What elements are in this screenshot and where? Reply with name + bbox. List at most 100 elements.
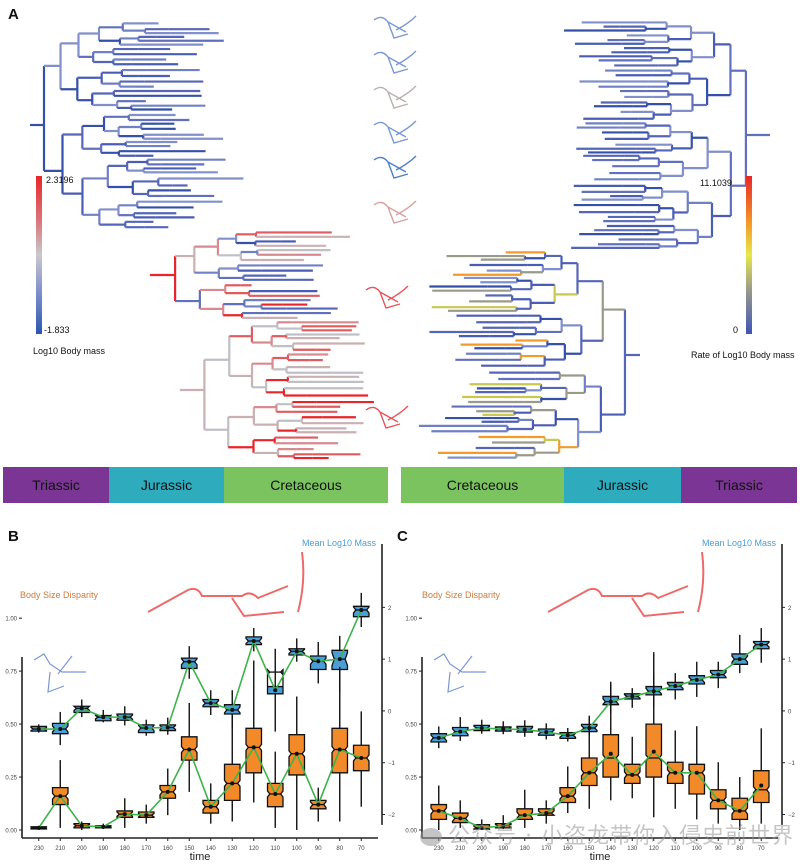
- clade: [119, 36, 140, 41]
- clade: [118, 201, 139, 208]
- clade: [643, 40, 669, 44]
- clade: [565, 387, 585, 400]
- clade: [516, 277, 532, 283]
- clade: [644, 185, 663, 192]
- clade: [44, 43, 62, 90]
- mean-point: [737, 657, 742, 662]
- x-tick-label: 170: [141, 846, 152, 852]
- wechat-icon: [420, 828, 442, 846]
- mean-point: [79, 823, 84, 828]
- mean-trend-line: [38, 745, 362, 829]
- mean-point: [479, 825, 484, 830]
- x-tick-label: 200: [77, 846, 88, 852]
- clade: [253, 449, 280, 457]
- clade: [670, 144, 692, 151]
- silhouette-stroke: [373, 50, 417, 74]
- pterosaur-silhouette-icon: [373, 85, 417, 109]
- clade: [228, 440, 255, 453]
- x-tick-label: 170: [541, 846, 552, 852]
- clade: [521, 344, 548, 349]
- mean-trend-line: [38, 609, 362, 730]
- clade: [580, 325, 603, 354]
- clade: [558, 372, 585, 379]
- right-axis-title: Mean Log10 Mass: [302, 538, 377, 548]
- clade: [659, 173, 683, 180]
- clade: [691, 94, 708, 111]
- clade: [276, 402, 294, 407]
- x-tick-label: 190: [98, 846, 109, 852]
- right-tick-label: 0: [388, 709, 392, 715]
- clade: [554, 410, 579, 426]
- pterosaur-silhouette-icon: [373, 200, 417, 224]
- x-tick-label: 180: [120, 846, 131, 852]
- clade: [118, 123, 143, 129]
- mean-point: [522, 727, 527, 732]
- pterosaur-silhouette-icon: [365, 405, 409, 429]
- mean-point: [316, 659, 321, 664]
- silhouette-stroke: [373, 120, 417, 144]
- clade: [657, 158, 683, 167]
- left-axis-title: Body Size Disparity: [422, 590, 501, 600]
- clade: [266, 376, 289, 382]
- clade: [689, 26, 715, 40]
- clade: [225, 291, 251, 296]
- panel-label-b: B: [8, 528, 19, 545]
- left-tick-label: 1.00: [5, 617, 17, 623]
- clade: [199, 304, 225, 316]
- clade: [669, 104, 693, 115]
- mean-point: [716, 672, 721, 677]
- left-tick-label: 0.50: [405, 723, 417, 729]
- clade: [638, 155, 659, 161]
- body-mass-legend-title: Log10 Body mass: [33, 346, 106, 356]
- right-tick-label: 0: [788, 709, 792, 715]
- right-tick-label: 2: [388, 606, 392, 612]
- clade: [654, 148, 672, 153]
- clade: [127, 168, 145, 173]
- mean-point: [608, 751, 613, 756]
- x-tick-label: 150: [584, 846, 595, 852]
- mean-point: [101, 824, 106, 829]
- body-mass-max-label: 2.3196: [46, 175, 74, 185]
- small-pterosaur-silhouette-icon: [33, 653, 86, 693]
- clade: [666, 81, 690, 87]
- period-label: Triassic: [32, 477, 80, 493]
- clade: [660, 188, 688, 198]
- clade: [92, 101, 119, 108]
- mean-point: [458, 816, 463, 821]
- left-tick-label: 0.50: [5, 723, 17, 729]
- period-triassic-right: Triassic: [681, 467, 797, 503]
- clade: [78, 52, 95, 62]
- clade: [77, 93, 94, 105]
- mean-point: [359, 607, 364, 612]
- x-tick-label: 210: [55, 846, 66, 852]
- x-tick-label: 100: [292, 846, 303, 852]
- mean-point: [544, 730, 549, 735]
- clade: [217, 252, 242, 260]
- watermark: 公众号 · 小盗龙带你入侵史前世界: [420, 818, 794, 850]
- silhouette-stroke: [365, 405, 409, 429]
- clade: [583, 375, 601, 393]
- clade: [515, 307, 531, 311]
- clade: [93, 49, 115, 55]
- clade: [217, 234, 238, 244]
- clade: [175, 246, 196, 273]
- clade: [78, 27, 101, 41]
- clade: [229, 326, 254, 343]
- x-tick-label: 150: [184, 846, 195, 852]
- clade: [251, 322, 279, 329]
- left-tick-label: 1.00: [405, 617, 417, 623]
- mean-point: [144, 813, 149, 818]
- pterosaur-silhouette-icon: [547, 551, 705, 618]
- silhouette-stroke: [373, 155, 417, 179]
- clade: [519, 353, 545, 360]
- clade: [251, 336, 273, 347]
- clade: [645, 102, 671, 107]
- mean-point: [251, 639, 256, 644]
- mean-point: [673, 684, 678, 689]
- silhouette-stroke: [373, 15, 417, 39]
- clade: [560, 318, 582, 332]
- clade: [107, 162, 129, 171]
- period-cretaceous-right: Cretaceous: [401, 467, 564, 503]
- clade: [99, 221, 127, 228]
